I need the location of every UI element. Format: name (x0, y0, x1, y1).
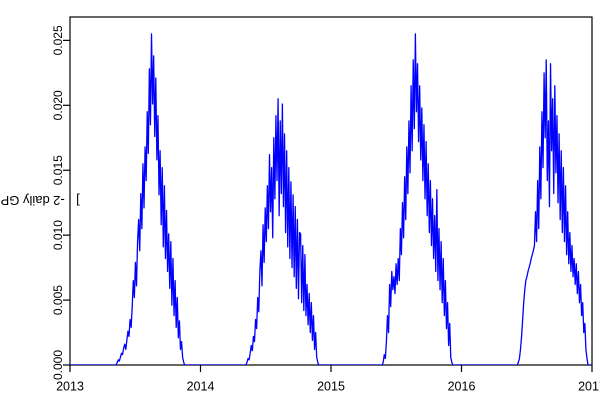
x-tick-label: 2017 (578, 379, 600, 393)
data-line-daily-gpp (70, 33, 592, 365)
y-tick-label: 0.010 (51, 220, 65, 250)
x-tick-label: 2014 (187, 379, 215, 393)
x-tick-label: 2016 (448, 379, 476, 393)
y-tick-label: 0.025 (51, 25, 65, 55)
x-tick-label: 2013 (56, 379, 84, 393)
y-tick-label: 0.005 (51, 285, 65, 315)
x-tick-label: 2015 (317, 379, 345, 393)
y-tick-label: 0.000 (51, 350, 65, 380)
y-tick-label: 0.020 (51, 90, 65, 120)
plot-box-border (69, 16, 593, 366)
y-tick-label: 0.015 (51, 155, 65, 185)
